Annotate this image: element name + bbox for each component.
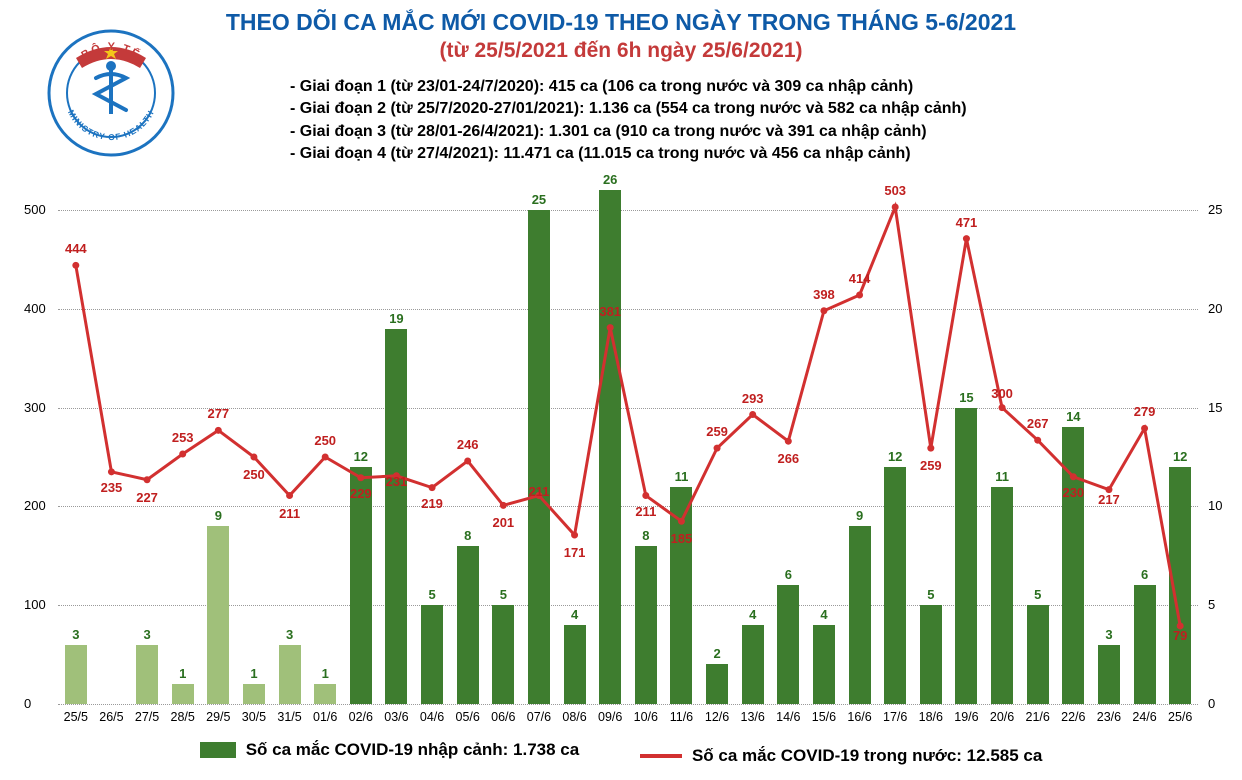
x-tick-label: 01/6 (313, 710, 337, 724)
y-right-tick: 25 (1208, 202, 1222, 217)
x-tick-label: 19/6 (954, 710, 978, 724)
phase-line: - Giai đoạn 1 (từ 23/01-24/7/2020): 415 … (290, 76, 967, 98)
y-left-tick: 100 (24, 597, 46, 612)
y-right-tick: 10 (1208, 498, 1222, 513)
line-value-label: 277 (207, 406, 229, 421)
x-tick-label: 28/5 (171, 710, 195, 724)
x-tick-label: 17/6 (883, 710, 907, 724)
x-tick-label: 14/6 (776, 710, 800, 724)
line-value-label: 79 (1173, 628, 1187, 643)
line-value-label: 211 (635, 504, 656, 519)
x-tick-label: 10/6 (634, 710, 658, 724)
line-value-label: 230 (1062, 485, 1084, 500)
line-value-label: 235 (101, 480, 123, 495)
gridline (58, 704, 1198, 705)
x-tick-label: 29/5 (206, 710, 230, 724)
x-tick-label: 27/5 (135, 710, 159, 724)
y-right-tick: 20 (1208, 301, 1222, 316)
x-tick-label: 13/6 (741, 710, 765, 724)
phase-line: - Giai đoạn 2 (từ 25/7/2020-27/01/2021):… (290, 98, 967, 120)
x-tick-label: 16/6 (847, 710, 871, 724)
line-value-label: 201 (492, 515, 514, 530)
line-value-label: 471 (956, 215, 978, 230)
x-tick-label: 04/6 (420, 710, 444, 724)
x-tick-label: 31/5 (277, 710, 301, 724)
line-value-label: 503 (884, 183, 906, 198)
y-right-tick: 0 (1208, 696, 1215, 711)
line-value-label: 444 (65, 241, 87, 256)
line-value-label: 171 (564, 545, 586, 560)
chart-title-line1: THEO DÕI CA MẮC MỚI COVID-19 THEO NGÀY T… (0, 8, 1242, 37)
y-right-tick: 15 (1208, 400, 1222, 415)
line-value-label: 231 (386, 474, 408, 489)
x-tick-label: 03/6 (384, 710, 408, 724)
legend-bar-label: Số ca mắc COVID-19 nhập cảnh: 1.738 ca (246, 740, 580, 760)
x-tick-label: 30/5 (242, 710, 266, 724)
line-series (58, 210, 1198, 704)
x-tick-label: 24/6 (1132, 710, 1156, 724)
y-left-tick: 0 (24, 696, 31, 711)
line-value-label: 229 (350, 486, 372, 501)
x-tick-label: 05/6 (456, 710, 480, 724)
phase-summary-list: - Giai đoạn 1 (từ 23/01-24/7/2020): 415 … (290, 76, 967, 166)
x-tick-label: 15/6 (812, 710, 836, 724)
line-value-label: 217 (1098, 492, 1120, 507)
x-tick-label: 08/6 (562, 710, 586, 724)
x-tick-label: 11/6 (670, 710, 693, 724)
x-tick-label: 25/5 (64, 710, 88, 724)
phase-line: - Giai đoạn 4 (từ 27/4/2021): 11.471 ca … (290, 143, 967, 165)
line-value-label: 227 (136, 490, 158, 505)
chart-title-line2: (từ 25/5/2021 đến 6h ngày 25/6/2021) (0, 39, 1242, 63)
combo-chart-plot: 0100200300400500051015202525/5326/527/53… (58, 210, 1198, 704)
y-left-tick: 200 (24, 498, 46, 513)
legend-item-line: Số ca mắc COVID-19 trong nước: 12.585 ca (640, 746, 1042, 766)
x-tick-label: 21/6 (1026, 710, 1050, 724)
x-tick-label: 25/6 (1168, 710, 1192, 724)
line-value-label: 381 (599, 304, 621, 319)
chart-header: THEO DÕI CA MẮC MỚI COVID-19 THEO NGÀY T… (0, 8, 1242, 63)
x-tick-label: 09/6 (598, 710, 622, 724)
line-value-label: 279 (1134, 404, 1156, 419)
y-right-tick: 5 (1208, 597, 1215, 612)
x-tick-label: 06/6 (491, 710, 515, 724)
bar-value-label: 25 (532, 192, 546, 207)
line-value-label: 250 (243, 467, 265, 482)
y-left-tick: 400 (24, 301, 46, 316)
x-tick-label: 07/6 (527, 710, 551, 724)
line-value-label: 253 (172, 430, 194, 445)
line-value-label: 398 (813, 287, 835, 302)
legend-line-swatch (640, 754, 682, 758)
line-value-label: 259 (920, 458, 942, 473)
line-value-label: 293 (742, 391, 764, 406)
phase-line: - Giai đoạn 3 (từ 28/01-26/4/2021): 1.30… (290, 121, 967, 143)
legend-bar-swatch (200, 742, 236, 758)
x-tick-label: 22/6 (1061, 710, 1085, 724)
x-tick-label: 20/6 (990, 710, 1014, 724)
x-tick-label: 12/6 (705, 710, 729, 724)
line-value-label: 211 (528, 484, 549, 499)
y-left-tick: 500 (24, 202, 46, 217)
bar-value-label: 26 (603, 172, 617, 187)
ministry-logo: BỘ Y TẾ MINISTRY OF HEALTH (46, 28, 176, 158)
x-tick-label: 02/6 (349, 710, 373, 724)
x-tick-label: 23/6 (1097, 710, 1121, 724)
chart-legend: Số ca mắc COVID-19 nhập cảnh: 1.738 ca S… (0, 740, 1242, 766)
x-tick-label: 26/5 (99, 710, 123, 724)
line-value-label: 259 (706, 424, 728, 439)
line-value-label: 219 (421, 496, 443, 511)
line-value-label: 267 (1027, 416, 1049, 431)
line-value-label: 266 (777, 451, 799, 466)
line-value-label: 414 (849, 271, 871, 286)
line-value-label: 250 (314, 433, 336, 448)
x-tick-label: 18/6 (919, 710, 943, 724)
line-value-label: 185 (671, 531, 693, 546)
legend-item-bar: Số ca mắc COVID-19 nhập cảnh: 1.738 ca (200, 740, 580, 760)
line-value-label: 211 (279, 506, 300, 521)
line-value-label: 300 (991, 386, 1013, 401)
y-left-tick: 300 (24, 400, 46, 415)
line-value-label: 246 (457, 437, 479, 452)
legend-line-label: Số ca mắc COVID-19 trong nước: 12.585 ca (692, 746, 1042, 766)
